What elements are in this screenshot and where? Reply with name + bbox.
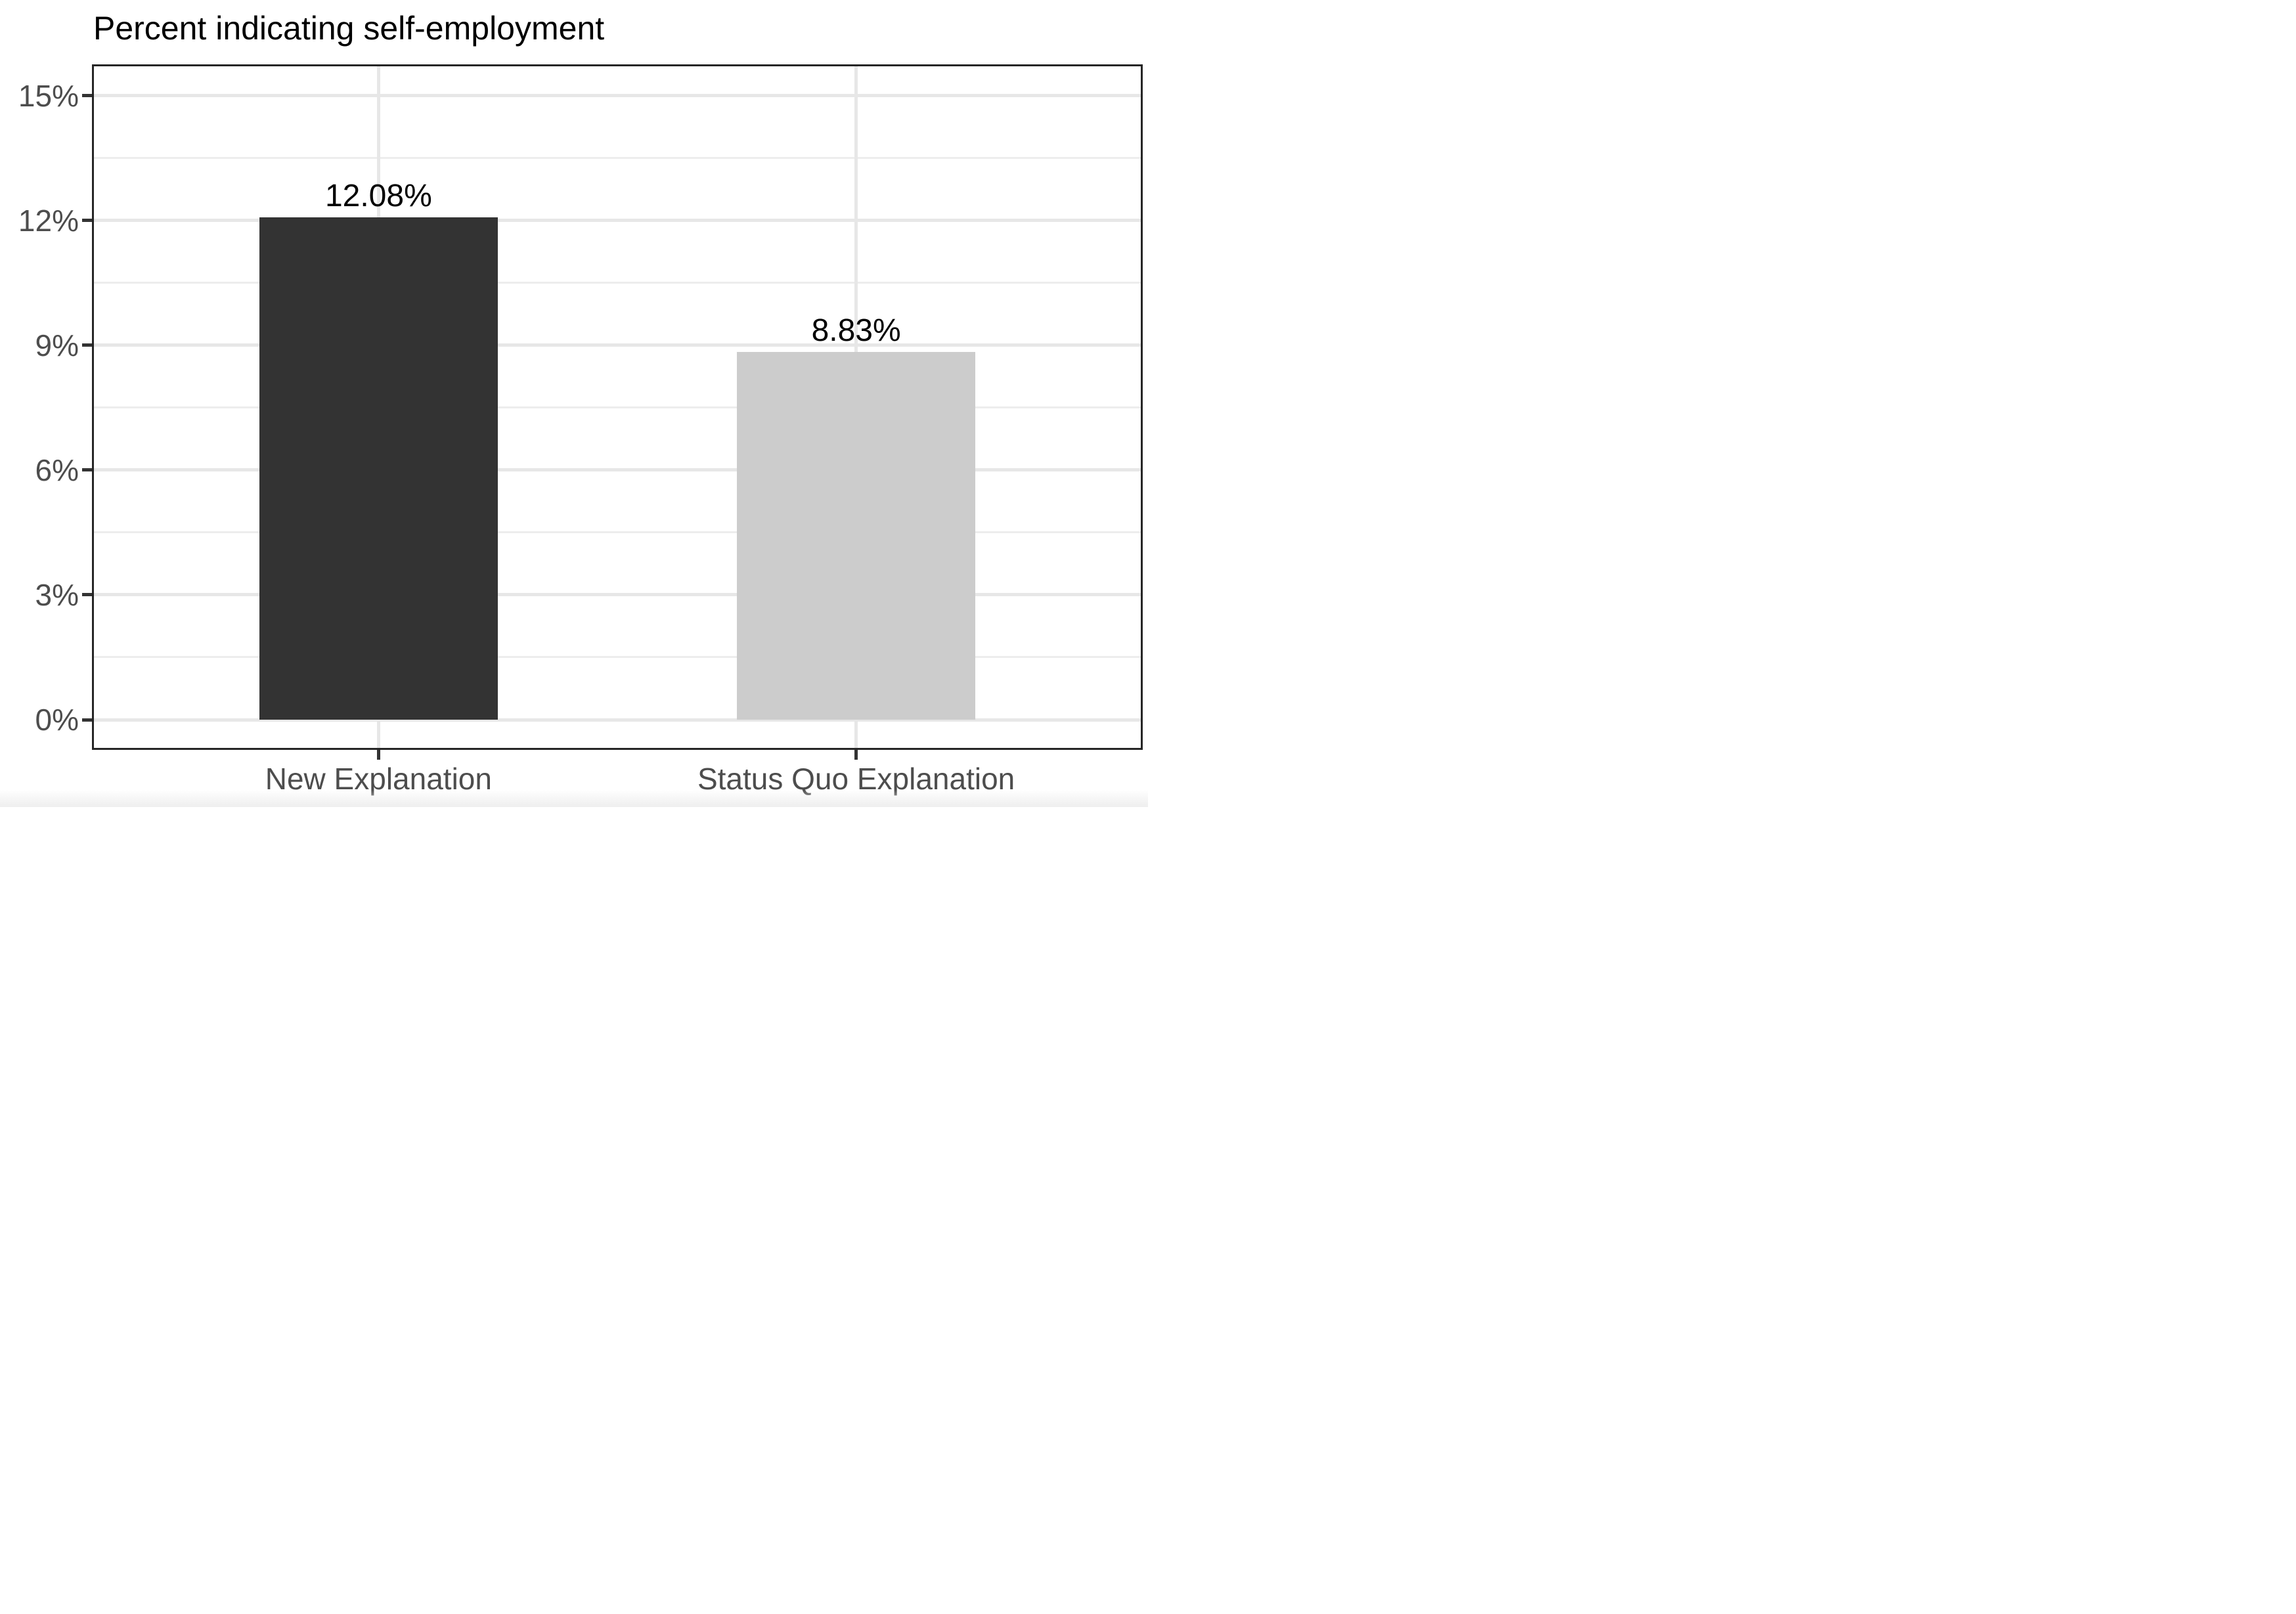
y-axis-tick-label: 9% — [35, 328, 79, 362]
x-axis-tick — [854, 750, 858, 760]
gridline-minor-horizontal — [92, 656, 1143, 659]
bar-value-label-new-explanation: 12.08% — [324, 178, 432, 213]
x-axis-tick — [376, 750, 380, 760]
gridline-major-horizontal — [92, 593, 1143, 597]
y-axis-tick-label: 0% — [35, 703, 79, 737]
y-axis-tick-label: 3% — [35, 577, 79, 612]
y-axis-tick — [82, 593, 92, 597]
bar-value-label-status-quo-explanation: 8.83% — [811, 313, 901, 349]
gridline-major-horizontal — [92, 94, 1143, 97]
gridline-major-horizontal — [92, 718, 1143, 722]
gridline-minor-horizontal — [92, 282, 1143, 284]
bar-chart-figure: Percent indicating self-employment 0% 3% 6… — [0, 0, 1148, 807]
bar-status-quo-explanation — [736, 352, 976, 720]
gridline-major-horizontal — [92, 219, 1143, 223]
plot-area: 0% 3% 6% 9% 12% 15% 12.08% New Explanation 8.83%… — [0, 0, 1148, 807]
y-axis-tick-label: 15% — [18, 78, 79, 113]
y-axis-tick-label: 6% — [35, 452, 79, 487]
chart-title: Percent indicating self-employment — [93, 10, 605, 47]
gridline-minor-horizontal — [92, 531, 1143, 534]
gridline-minor-horizontal — [92, 406, 1143, 409]
y-axis-tick — [82, 219, 92, 223]
y-axis-tick — [82, 468, 92, 472]
gridline-major-horizontal — [92, 468, 1143, 472]
y-axis-tick-label: 12% — [18, 203, 79, 238]
y-axis-tick — [82, 718, 92, 722]
x-axis-tick-label-new-explanation: New Explanation — [265, 762, 492, 796]
gridline-minor-horizontal — [92, 157, 1143, 160]
gridline-major-horizontal — [92, 343, 1143, 347]
x-axis-tick-label-status-quo-explanation: Status Quo Explanation — [697, 762, 1015, 796]
y-axis-tick — [82, 94, 92, 97]
y-axis-tick — [82, 343, 92, 347]
bar-new-explanation — [259, 217, 498, 720]
